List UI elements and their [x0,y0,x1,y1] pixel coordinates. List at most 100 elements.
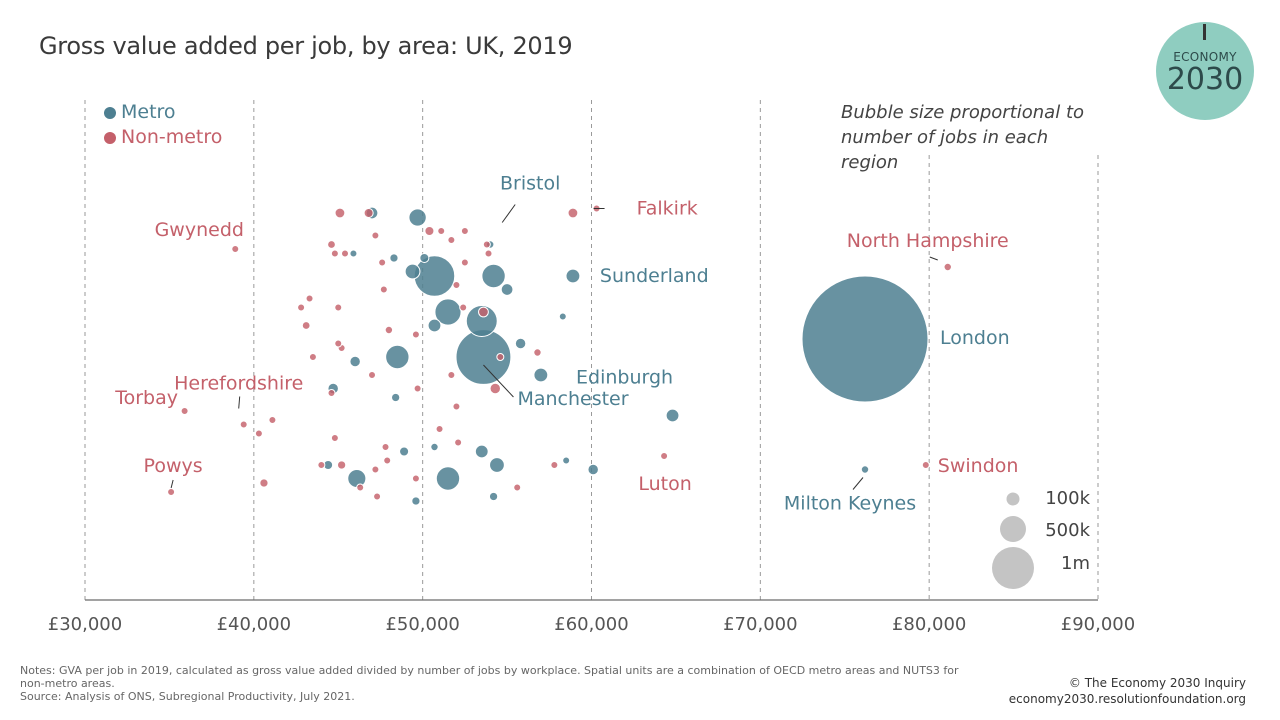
size-legend-bubble [992,547,1034,589]
nonmetro-bubble [330,249,339,258]
nonmetro-bubble [437,227,446,235]
metro-bubble [587,463,599,476]
point-label: Manchester [517,388,628,410]
nonmetro-bubble [550,461,559,469]
nonmetro-bubble [447,371,456,379]
credit: © The Economy 2030 Inquiry economy2030.r… [1009,675,1246,707]
leader-line [170,479,174,489]
nonmetro-bubble [231,245,240,253]
metro-bubble [465,305,498,337]
nonmetro-bubble [336,460,347,470]
metro-bubble [558,312,567,321]
point-label: Edinburgh [576,367,673,389]
legend-metro-label: Metro [121,101,176,123]
economy-2030-logo: ECONOMY 2030 [1156,22,1254,120]
nonmetro-bubble [484,249,493,258]
nonmetro-bubble [411,474,420,483]
size-legend-bubble [1000,516,1026,542]
legend-nonmetro-label: Non-metro [121,126,222,148]
nonmetro-bubble [413,384,422,393]
nonmetro-bubble [459,303,468,312]
nonmetro-bubble [167,488,176,496]
size-legend-label: 500k [1045,520,1090,541]
nonmetro-bubble [478,306,489,318]
point-label: North Hampshire [847,230,1009,252]
bubbles [167,204,952,506]
nonmetro-bubble [411,330,420,339]
nonmetro-bubble [180,407,189,415]
leader-line [501,204,516,223]
nonmetro-bubble [334,303,343,312]
bubble-chart: £30,000 £40,000 £50,000 £60,000 £70,000 £80,0… [48,100,1135,635]
x-tick-label: £90,000 [1061,614,1135,635]
source-line: Source: Analysis of ONS, Subregional Pro… [20,690,355,703]
metro-bubble [399,446,410,457]
metro-bubble [488,491,499,502]
metro-bubble [533,367,549,383]
logo-year-text: 2030 [1166,62,1244,97]
nonmetro-bubble [268,416,277,424]
nonmetro-bubble [482,240,491,249]
nonmetro-bubble [301,321,311,330]
point-label: Falkirk [637,198,698,220]
metro-bubble [349,355,361,368]
nonmetro-bubble [378,258,387,267]
notes-line-2: non-metro areas. [20,677,115,690]
nonmetro-bubble [308,353,317,361]
metro-bubble [427,318,442,333]
leader-line [483,364,514,398]
metro-bubble [413,255,456,297]
point-label: Gwynedd [155,219,244,241]
point-label: Milton Keynes [784,493,916,515]
size-note-line: number of jobs in each [841,127,1048,148]
nonmetro-bubble [452,281,461,289]
metro-bubble [430,442,439,452]
nonmetro-bubble [363,207,374,219]
credit-line-1: © The Economy 2030 Inquiry [1068,676,1246,690]
nonmetro-bubble [424,225,435,237]
point-label: Bristol [500,173,560,195]
nonmetro-bubble [254,429,263,438]
x-tick-label: £70,000 [723,614,797,635]
nonmetro-bubble [368,371,377,379]
nonmetro-bubble [460,227,469,235]
logo-top-text: ECONOMY [1173,50,1237,64]
nonmetro-bubble [660,452,669,460]
logo-tick-mark [1203,24,1206,40]
metro-bubble [419,252,430,264]
x-tick-label: £30,000 [48,614,122,635]
nonmetro-bubble [533,348,542,357]
nonmetro-bubble [384,325,394,335]
credit-line-2: economy2030.resolutionfoundation.org [1008,692,1246,706]
nonmetro-bubble [317,461,326,469]
leader-line [238,396,241,409]
nonmetro-bubble [327,389,336,397]
metro-bubble [474,444,489,459]
metro-bubble [860,465,870,474]
nonmetro-bubble [383,456,392,465]
metro-bubble [391,392,401,403]
metro-bubble [665,408,680,423]
nonmetro-bubble [513,483,522,492]
nonmetro-bubble [452,402,461,411]
point-label: Herefordshire [174,373,303,395]
metro-bubble [489,457,505,473]
nonmetro-bubble [371,465,380,474]
nonmetro-bubble [496,353,505,361]
metro-bubble [385,344,410,370]
metro-bubble [801,275,929,403]
legend: Metro Non-metro Bubble size proportional t… [104,101,1091,589]
nonmetro-bubble [567,207,579,219]
nonmetro-bubble [341,249,350,258]
legend-nonmetro-marker [104,132,116,144]
nonmetro-bubble [435,425,444,433]
point-label: Powys [144,455,203,477]
nonmetro-bubble [327,240,336,249]
point-label: Swindon [938,455,1019,477]
nonmetro-bubble [373,492,382,501]
nonmetro-bubble [381,443,390,451]
nonmetro-bubble [489,382,501,395]
leader-lines [170,204,938,490]
metro-bubble [562,456,571,465]
nonmetro-bubble [356,483,365,492]
